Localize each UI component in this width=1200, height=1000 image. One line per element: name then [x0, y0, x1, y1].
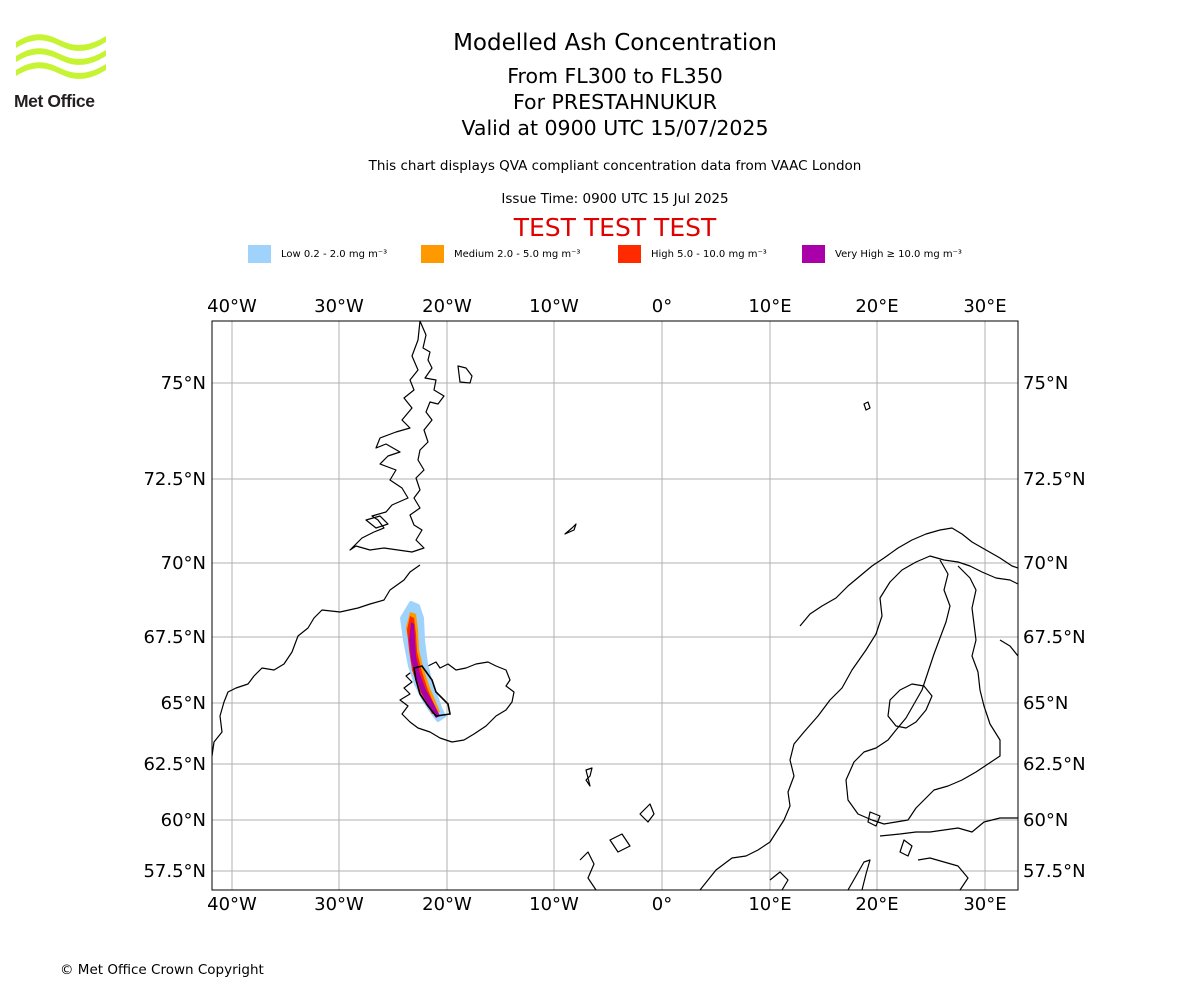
legend-label-low: Low 0.2 - 2.0 mg m⁻³	[281, 248, 388, 260]
met-office-waves-icon	[16, 34, 106, 79]
lat-label-right: 65°N	[1023, 693, 1068, 714]
met-office-logo-text: Met Office	[14, 91, 95, 111]
lon-label-top: 0°	[652, 296, 672, 317]
legend-item-low: Low 0.2 - 2.0 mg m⁻³	[248, 244, 387, 264]
legend-label-high: High 5.0 - 10.0 mg m⁻³	[651, 248, 767, 260]
valid-time: Valid at 0900 UTC 15/07/2025	[461, 116, 769, 140]
legend-label-medium: Medium 2.0 - 5.0 mg m⁻³	[454, 248, 581, 260]
legend-item-high: High 5.0 - 10.0 mg m⁻³	[618, 244, 767, 264]
lat-label-left: 62.5°N	[143, 754, 206, 775]
lat-label-right: 62.5°N	[1023, 754, 1086, 775]
lon-label-top: 10°W	[529, 296, 579, 317]
lon-label-top: 20°W	[422, 296, 472, 317]
legend-swatch-medium	[421, 245, 444, 263]
volcano-location: For PRESTAHNUKUR	[513, 90, 717, 114]
lat-label-right: 67.5°N	[1023, 627, 1086, 648]
flight-levels: From FL300 to FL350	[507, 64, 723, 88]
lat-label-right: 70°N	[1023, 553, 1068, 574]
legend-item-very-high: Very High ≥ 10.0 mg m⁻³	[802, 244, 962, 264]
lon-label-bottom: 40°W	[207, 894, 257, 915]
lon-label-bottom: 10°W	[529, 894, 579, 915]
copyright: © Met Office Crown Copyright	[60, 962, 264, 978]
lon-label-bottom: 30°W	[314, 894, 364, 915]
lat-label-left: 67.5°N	[143, 627, 206, 648]
lat-label-right: 72.5°N	[1023, 469, 1086, 490]
lon-label-top: 30°W	[314, 296, 364, 317]
test-banner: TEST TEST TEST	[513, 213, 717, 242]
plume-very-high	[409, 622, 440, 718]
lat-label-left: 57.5°N	[143, 861, 206, 882]
legend-swatch-low	[248, 245, 271, 263]
iceland-coast	[399, 661, 515, 743]
lon-label-bottom: 10°E	[748, 894, 791, 915]
lat-label-left: 75°N	[161, 373, 206, 394]
ash-plume	[400, 601, 451, 722]
lat-label-right: 60°N	[1023, 810, 1068, 831]
gridlines	[212, 321, 1018, 890]
lat-label-right: 75°N	[1023, 373, 1068, 394]
lon-label-top: 30°E	[963, 296, 1006, 317]
lon-label-bottom: 20°E	[855, 894, 898, 915]
greenland-coast-south	[212, 564, 421, 757]
lat-label-left: 65°N	[161, 693, 206, 714]
legend-swatch-very-high	[802, 245, 825, 263]
lon-label-top: 20°E	[855, 296, 898, 317]
lon-labels-top: 40°W 30°W 20°W 10°W 0° 10°E 20°E 30°E	[207, 296, 1006, 317]
lon-label-top: 40°W	[207, 296, 257, 317]
lat-labels-left: 75°N 72.5°N 70°N 67.5°N 65°N 62.5°N 60°N…	[143, 373, 206, 882]
plume-outline	[413, 665, 451, 717]
lon-label-bottom: 30°E	[963, 894, 1006, 915]
chart-title: Modelled Ash Concentration	[453, 30, 777, 56]
lon-label-bottom: 0°	[652, 894, 672, 915]
issue-time: Issue Time: 0900 UTC 15 Jul 2025	[501, 191, 729, 207]
lon-labels-bottom: 40°W 30°W 20°W 10°W 0° 10°E 20°E 30°E	[207, 894, 1006, 915]
greenland-coast	[349, 321, 445, 553]
compliance-note: This chart displays QVA compliant concen…	[368, 158, 862, 174]
lon-label-top: 10°E	[748, 296, 791, 317]
lat-labels-right: 75°N 72.5°N 70°N 67.5°N 65°N 62.5°N 60°N…	[1023, 373, 1086, 882]
lat-label-left: 72.5°N	[143, 469, 206, 490]
legend-item-medium: Medium 2.0 - 5.0 mg m⁻³	[421, 244, 580, 264]
scandinavia-coast	[699, 555, 1018, 890]
map-frame	[211, 320, 1019, 891]
lat-label-left: 60°N	[161, 810, 206, 831]
lat-label-left: 70°N	[161, 553, 206, 574]
met-office-logo: Met Office	[14, 30, 108, 112]
lat-label-right: 57.5°N	[1023, 861, 1086, 882]
coastlines	[212, 321, 1018, 890]
legend-swatch-high	[618, 245, 641, 263]
lon-label-bottom: 20°W	[422, 894, 472, 915]
legend-label-very-high: Very High ≥ 10.0 mg m⁻³	[835, 248, 962, 260]
